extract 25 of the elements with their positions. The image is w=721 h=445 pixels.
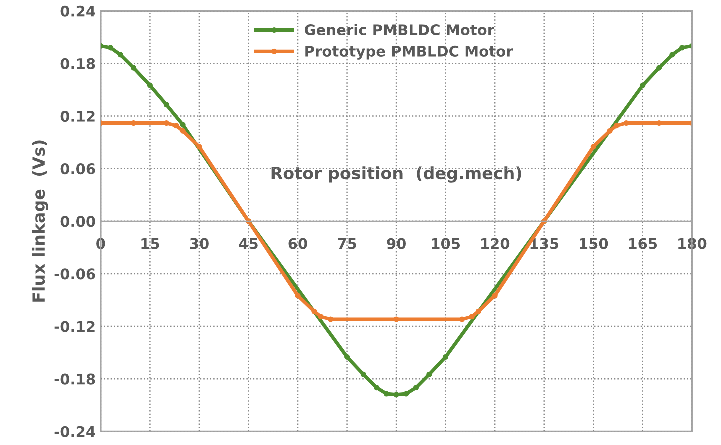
x-tick-label: 120 [482,238,510,250]
x-tick-label: 135 [530,238,559,250]
y-tick-label: 0.06 [60,164,96,175]
x-tick-label: 60 [288,238,308,250]
y-tick-label: -0.18 [54,374,96,385]
y-tick-label: 0.12 [60,110,95,122]
y-tick-label: 0.00 [60,216,96,228]
x-tick-label: 45 [239,238,258,250]
y-tick-label: -0.24 [54,426,96,438]
y-tick-label: -0.12 [54,321,95,332]
legend-label: Prototype PMBLDC Motor [306,46,514,60]
y-tick-label: 0.18 [60,58,96,70]
y-tick-label: 0.24 [60,6,96,17]
x-tick-label: 105 [432,238,460,250]
y-axis-title: Flux linkage (Vs) [32,140,48,302]
x-axis-title: Rotor position (deg.mech) [272,166,522,183]
legend-label: Generic PMBLDC Motor [305,24,495,36]
x-tick-label: 75 [338,238,356,250]
x-tick-label: 165 [629,238,658,250]
x-tick-label: 15 [142,238,160,250]
x-tick-label: 30 [190,238,209,250]
x-tick-label: 150 [580,238,608,250]
y-tick-label: -0.06 [54,268,96,280]
x-tick-label: 180 [678,238,707,250]
x-tick-label: 90 [387,238,406,250]
